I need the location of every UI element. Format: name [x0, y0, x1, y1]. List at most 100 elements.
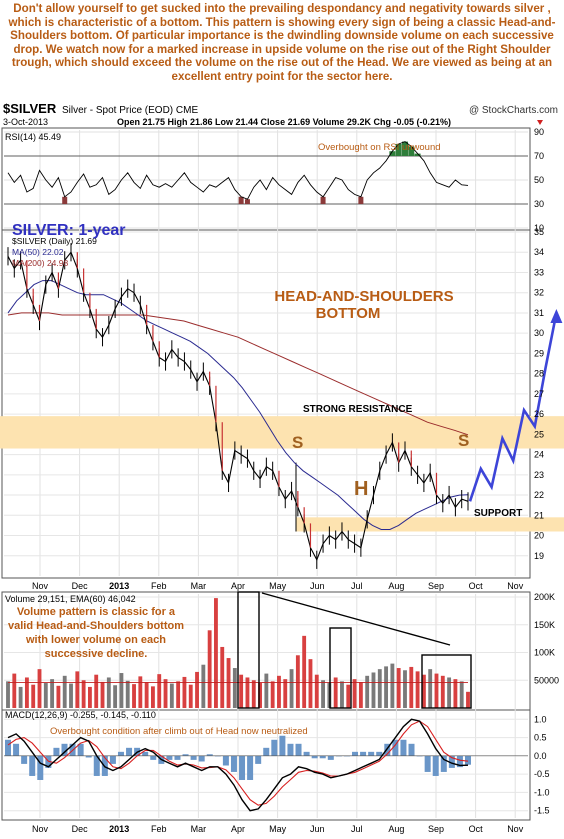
macd-histogram-bar — [279, 735, 286, 756]
macd-histogram-bar — [117, 751, 124, 756]
volume-bar — [106, 677, 111, 708]
price-y-tick-label: 19 — [534, 551, 544, 561]
volume-bar — [358, 682, 363, 708]
volume-bar — [144, 682, 149, 708]
macd-histogram-bar — [93, 755, 100, 776]
macd-x-tick-label: Oct — [469, 824, 484, 834]
macd-y-tick-label: -1.5 — [534, 806, 550, 816]
macd-plot — [4, 718, 528, 812]
volume-bar — [421, 674, 426, 708]
volume-bar — [289, 669, 294, 708]
macd-histogram-bar — [319, 755, 326, 759]
volume-bar — [113, 685, 118, 708]
head-label: H — [354, 478, 368, 500]
volume-bar — [18, 686, 23, 708]
macd-histogram-bar — [440, 755, 447, 772]
volume-bar — [201, 664, 206, 708]
volume-bar — [56, 685, 61, 708]
volume-bar — [440, 675, 445, 708]
volume-bar — [94, 674, 99, 708]
macd-histogram-bar — [392, 739, 399, 756]
price-y-tick-label: 35 — [534, 227, 544, 237]
price-y-tick-label: 26 — [534, 409, 544, 419]
volume-bar — [346, 684, 351, 708]
ohlc-label: Open 21.75 High 21.86 Low 21.44 Close 21… — [117, 117, 451, 127]
volume-bar — [195, 671, 199, 708]
macd-histogram-bar — [287, 743, 294, 756]
macd-histogram-bar — [376, 751, 383, 756]
right-shoulder-label: S — [458, 431, 469, 450]
macd-histogram-bar — [424, 755, 431, 772]
macd-histogram-bar — [456, 755, 463, 768]
volume-y-tick-label: 50000 — [534, 675, 559, 685]
volume-bar — [157, 674, 162, 708]
resistance-label: STRONG RESISTANCE — [303, 404, 413, 415]
macd-histogram-bar — [109, 755, 116, 764]
macd-histogram-bar — [384, 743, 391, 756]
left-shoulder-label: S — [292, 433, 303, 452]
intro-paragraph: Don't allow yourself to get sucked into … — [8, 2, 556, 83]
rsi-y-tick-label: 50 — [534, 175, 544, 185]
support-label: SUPPORT — [474, 508, 522, 519]
ma200-line — [7, 312, 469, 436]
price-y-tick-label: 27 — [534, 389, 544, 399]
volume-bar — [214, 598, 218, 708]
macd-histogram-bar — [222, 755, 229, 766]
macd-x-tick-label: May — [269, 824, 287, 834]
price-legend-silver: $SILVER (Daily) 21.69 — [12, 236, 97, 246]
macd-histogram-bar — [85, 755, 92, 758]
price-y-tick-label: 23 — [534, 470, 544, 480]
macd-legend: MACD(12,26,9) -0.255, -0.145, -0.110 — [5, 710, 156, 720]
volume-bar — [119, 673, 124, 708]
macd-y-tick-label: -1.0 — [534, 787, 550, 797]
macd-histogram-bar — [13, 743, 20, 756]
macd-histogram-bar — [311, 755, 318, 759]
volume-bar — [31, 684, 36, 708]
pattern-label-line1: HEAD-AND-SHOULDERS — [274, 288, 453, 305]
down-triangle-icon — [537, 120, 543, 125]
volume-annotation-line4: successive decline. — [45, 648, 148, 660]
price-y-tick-label: 21 — [534, 510, 544, 520]
volume-bar — [188, 684, 193, 708]
price-y-tick-label: 22 — [534, 490, 544, 500]
price-y-tick-label: 25 — [534, 429, 544, 439]
macd-x-tick-label: Jun — [310, 824, 325, 834]
volume-bar — [251, 680, 256, 708]
volume-bar — [352, 679, 357, 708]
volume-bar — [333, 677, 338, 708]
volume-bar — [24, 677, 29, 708]
price-y-tick-label: 32 — [534, 288, 544, 298]
macd-y-tick-label: 1.0 — [534, 714, 547, 724]
volume-bar — [434, 673, 439, 708]
volume-annotation: Volume pattern is classic for a valid He… — [8, 606, 184, 660]
x-axis-labels: Nov Nov Dec Dec 2013 2013 Feb Feb Mar Mar Apr Apr Ma… — [32, 581, 524, 834]
price-plot — [7, 243, 563, 569]
price-y-tick-label: 34 — [534, 247, 544, 257]
volume-bar — [81, 680, 86, 708]
macd-histogram-bar — [448, 755, 455, 768]
volume-bar — [396, 668, 401, 708]
macd-y-tick-label: -0.5 — [534, 769, 550, 779]
macd-histogram-bar — [352, 751, 359, 756]
volume-bar — [69, 683, 73, 708]
volume-bar — [151, 686, 155, 708]
macd-histogram-bar — [327, 755, 334, 760]
volume-bar — [295, 655, 300, 708]
macd-histogram-bar — [465, 755, 471, 765]
volume-bar — [365, 675, 370, 708]
price-x-tick-label: Oct — [469, 581, 484, 591]
price-x-tick-label: May — [269, 581, 287, 591]
macd-histogram-bar — [21, 755, 28, 764]
volume-bar — [264, 673, 269, 708]
rsi-annotation: Overbought on RSI unwound — [318, 142, 441, 153]
rsi-plot — [4, 141, 528, 205]
price-legend-ma200: MA(200) 24.98 — [12, 258, 68, 268]
volume-y-tick-label: 200K — [534, 592, 555, 602]
volume-bar — [232, 668, 237, 708]
volume-bar — [245, 677, 250, 708]
macd-histogram-bar — [77, 743, 84, 756]
rsi-y-tick-label: 10 — [534, 223, 544, 233]
volume-annotation-line3: with lower volume on each — [25, 634, 166, 646]
macd-x-tick-label: Nov — [507, 824, 524, 834]
volume-bar — [75, 671, 80, 708]
